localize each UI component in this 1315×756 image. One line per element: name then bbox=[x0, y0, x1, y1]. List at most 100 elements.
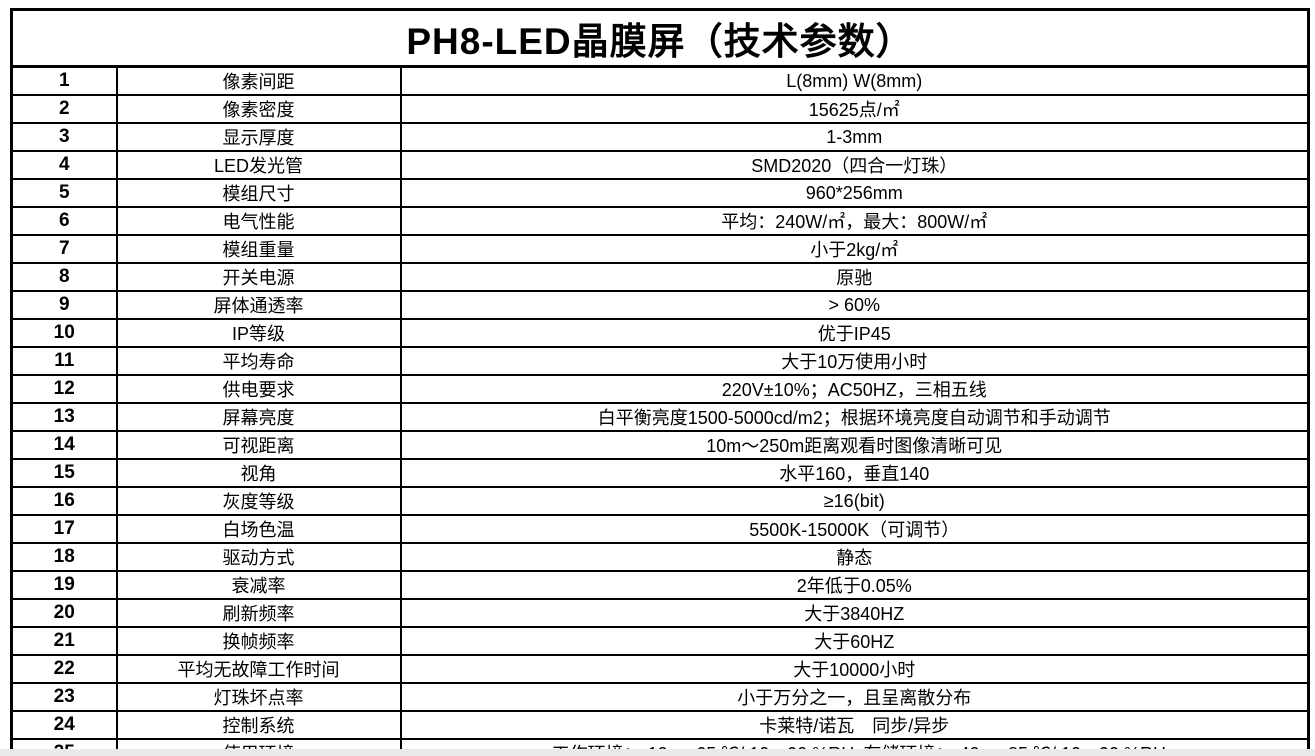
param-label-cell: 像素密度 bbox=[115, 94, 402, 124]
table-row: 7 模组重量 小于2kg/㎡ bbox=[10, 234, 1310, 264]
row-number-cell: 15 bbox=[10, 458, 118, 488]
table-row: 19 衰减率 2年低于0.05% bbox=[10, 570, 1310, 600]
table-row: 21 换帧频率 大于60HZ bbox=[10, 626, 1310, 656]
param-value-cell: 2年低于0.05% bbox=[399, 570, 1310, 600]
row-number-cell: 10 bbox=[10, 318, 118, 348]
param-label-cell: 白场色温 bbox=[115, 514, 402, 544]
row-number-cell: 21 bbox=[10, 626, 118, 656]
param-label-cell: 灯珠坏点率 bbox=[115, 682, 402, 712]
table-row: 4 LED发光管 SMD2020（四合一灯珠） bbox=[10, 150, 1310, 180]
row-number-cell: 12 bbox=[10, 374, 118, 404]
table-row: 16 灰度等级 ≥16(bit) bbox=[10, 486, 1310, 516]
table-row: 11 平均寿命 大于10万使用小时 bbox=[10, 346, 1310, 376]
row-number-cell: 16 bbox=[10, 486, 118, 516]
param-value-cell: 大于10000小时 bbox=[399, 654, 1310, 684]
row-number-cell: 17 bbox=[10, 514, 118, 544]
param-value-cell: 小于2kg/㎡ bbox=[399, 234, 1310, 264]
row-number-cell: 24 bbox=[10, 710, 118, 740]
param-value-cell: ≥16(bit) bbox=[399, 486, 1310, 516]
param-label-cell: 模组重量 bbox=[115, 234, 402, 264]
table-row: 17 白场色温 5500K-15000K（可调节） bbox=[10, 514, 1310, 544]
table-row: 5 模组尺寸 960*256mm bbox=[10, 178, 1310, 208]
param-label-cell: 开关电源 bbox=[115, 262, 402, 292]
param-label-cell: LED发光管 bbox=[115, 150, 402, 180]
table-row: 3 显示厚度 1-3mm bbox=[10, 122, 1310, 152]
param-label-cell: IP等级 bbox=[115, 318, 402, 348]
table-row: 23 灯珠坏点率 小于万分之一，且呈离散分布 bbox=[10, 682, 1310, 712]
row-number-cell: 11 bbox=[10, 346, 118, 376]
table-row: 18 驱动方式 静态 bbox=[10, 542, 1310, 572]
row-number-cell: 18 bbox=[10, 542, 118, 572]
param-value-cell: SMD2020（四合一灯珠） bbox=[399, 150, 1310, 180]
bottom-edge-strip bbox=[0, 749, 1315, 756]
param-value-cell: 静态 bbox=[399, 542, 1310, 572]
table-row: 1 像素间距 L(8mm) W(8mm) bbox=[10, 65, 1310, 96]
param-value-cell: 大于60HZ bbox=[399, 626, 1310, 656]
param-label-cell: 可视距离 bbox=[115, 430, 402, 460]
param-label-cell: 衰减率 bbox=[115, 570, 402, 600]
table-row: 9 屏体通透率 > 60% bbox=[10, 290, 1310, 320]
param-value-cell: 220V±10%；AC50HZ，三相五线 bbox=[399, 374, 1310, 404]
param-label-cell: 平均无故障工作时间 bbox=[115, 654, 402, 684]
param-label-cell: 屏体通透率 bbox=[115, 290, 402, 320]
param-label-cell: 模组尺寸 bbox=[115, 178, 402, 208]
param-value-cell: 10m～250m距离观看时图像清晰可见 bbox=[399, 430, 1310, 460]
row-number-cell: 7 bbox=[10, 234, 118, 264]
param-label-cell: 刷新频率 bbox=[115, 598, 402, 628]
param-label-cell: 供电要求 bbox=[115, 374, 402, 404]
row-number-cell: 22 bbox=[10, 654, 118, 684]
row-number-cell: 8 bbox=[10, 262, 118, 292]
table-row: 10 IP等级 优于IP45 bbox=[10, 318, 1310, 348]
table-row: 22 平均无故障工作时间 大于10000小时 bbox=[10, 654, 1310, 684]
table-row: 24 控制系统 卡莱特/诺瓦 同步/异步 bbox=[10, 710, 1310, 740]
table-row: 13 屏幕亮度 白平衡亮度1500-5000cd/m2；根据环境亮度自动调节和手… bbox=[10, 402, 1310, 432]
spec-table: PH8-LED晶膜屏（技术参数） 1 像素间距 L(8mm) W(8mm) 2 … bbox=[10, 8, 1311, 756]
table-row: 15 视角 水平160，垂直140 bbox=[10, 458, 1310, 488]
row-number-cell: 3 bbox=[10, 122, 118, 152]
table-row: 6 电气性能 平均：240W/㎡，最大：800W/㎡ bbox=[10, 206, 1310, 236]
table-row: 8 开关电源 原驰 bbox=[10, 262, 1310, 292]
param-label-cell: 屏幕亮度 bbox=[115, 402, 402, 432]
param-label-cell: 灰度等级 bbox=[115, 486, 402, 516]
param-value-cell: 白平衡亮度1500-5000cd/m2；根据环境亮度自动调节和手动调节 bbox=[399, 402, 1310, 432]
param-label-cell: 显示厚度 bbox=[115, 122, 402, 152]
row-number-cell: 4 bbox=[10, 150, 118, 180]
param-value-cell: 卡莱特/诺瓦 同步/异步 bbox=[399, 710, 1310, 740]
param-value-cell: 15625点/㎡ bbox=[399, 94, 1310, 124]
row-number-cell: 1 bbox=[10, 65, 118, 96]
param-label-cell: 换帧频率 bbox=[115, 626, 402, 656]
row-number-cell: 9 bbox=[10, 290, 118, 320]
param-value-cell: 大于10万使用小时 bbox=[399, 346, 1310, 376]
row-number-cell: 19 bbox=[10, 570, 118, 600]
table-row: 14 可视距离 10m～250m距离观看时图像清晰可见 bbox=[10, 430, 1310, 460]
param-value-cell: 平均：240W/㎡，最大：800W/㎡ bbox=[399, 206, 1310, 236]
table-body: 1 像素间距 L(8mm) W(8mm) 2 像素密度 15625点/㎡ 3 显… bbox=[10, 65, 1310, 756]
param-label-cell: 视角 bbox=[115, 458, 402, 488]
param-value-cell: L(8mm) W(8mm) bbox=[399, 65, 1310, 96]
param-value-cell: 5500K-15000K（可调节） bbox=[399, 514, 1310, 544]
table-row: 20 刷新频率 大于3840HZ bbox=[10, 598, 1310, 628]
param-value-cell: 优于IP45 bbox=[399, 318, 1310, 348]
param-label-cell: 电气性能 bbox=[115, 206, 402, 236]
row-number-cell: 23 bbox=[10, 682, 118, 712]
param-value-cell: 大于3840HZ bbox=[399, 598, 1310, 628]
param-label-cell: 驱动方式 bbox=[115, 542, 402, 572]
param-value-cell: 960*256mm bbox=[399, 178, 1310, 208]
param-label-cell: 控制系统 bbox=[115, 710, 402, 740]
param-value-cell: 小于万分之一，且呈离散分布 bbox=[399, 682, 1310, 712]
param-value-cell: 原驰 bbox=[399, 262, 1310, 292]
row-number-cell: 6 bbox=[10, 206, 118, 236]
row-number-cell: 2 bbox=[10, 94, 118, 124]
row-number-cell: 13 bbox=[10, 402, 118, 432]
row-number-cell: 14 bbox=[10, 430, 118, 460]
param-label-cell: 平均寿命 bbox=[115, 346, 402, 376]
page-title: PH8-LED晶膜屏（技术参数） bbox=[10, 8, 1310, 68]
table-row: 12 供电要求 220V±10%；AC50HZ，三相五线 bbox=[10, 374, 1310, 404]
param-value-cell: > 60% bbox=[399, 290, 1310, 320]
row-number-cell: 5 bbox=[10, 178, 118, 208]
param-value-cell: 水平160，垂直140 bbox=[399, 458, 1310, 488]
param-label-cell: 像素间距 bbox=[115, 65, 402, 96]
title-row: PH8-LED晶膜屏（技术参数） bbox=[10, 8, 1310, 68]
row-number-cell: 20 bbox=[10, 598, 118, 628]
